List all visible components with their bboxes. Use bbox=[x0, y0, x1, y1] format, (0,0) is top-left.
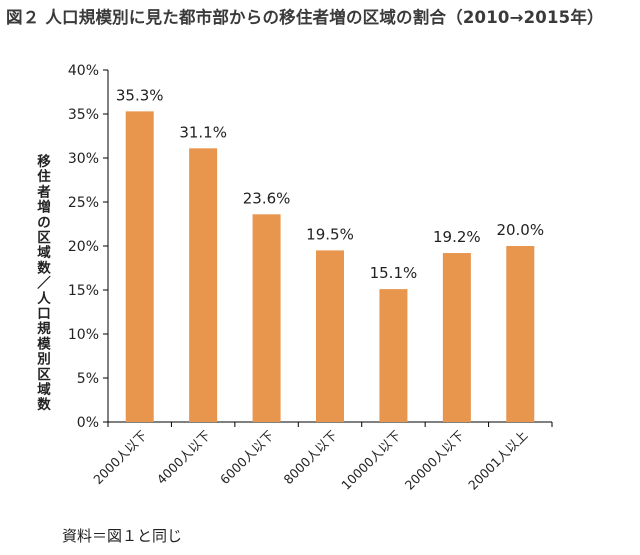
category-label: 10000人以下 bbox=[338, 428, 403, 493]
bar bbox=[379, 289, 408, 422]
y-tick-label: 5% bbox=[77, 371, 99, 387]
category-label: 2000人以下 bbox=[90, 428, 150, 488]
bar bbox=[189, 148, 218, 422]
bar bbox=[125, 111, 154, 423]
data-label: 20.0% bbox=[496, 221, 544, 239]
y-tick-label: 40% bbox=[68, 63, 99, 79]
y-tick-label: 0% bbox=[77, 415, 99, 431]
y-tick-label: 25% bbox=[68, 195, 99, 211]
bar bbox=[506, 246, 535, 422]
chart-title: 図２ 人口規模別に見た都市部からの移住者増の区域の割合（2010→2015年） bbox=[6, 8, 604, 27]
y-tick-label: 35% bbox=[68, 107, 99, 123]
y-tick-label: 15% bbox=[68, 283, 99, 299]
source-note: 資料＝図１と同じ bbox=[62, 527, 183, 545]
data-label: 19.5% bbox=[306, 225, 354, 243]
y-tick-label: 20% bbox=[68, 239, 99, 255]
category-label: 20000人以下 bbox=[402, 428, 467, 493]
bar bbox=[252, 214, 281, 422]
y-tick-label: 30% bbox=[68, 151, 99, 167]
data-label: 19.2% bbox=[433, 228, 481, 246]
category-label: 6000人以下 bbox=[217, 428, 277, 488]
category-label: 20001人以上 bbox=[465, 428, 530, 493]
y-tick-label: 10% bbox=[68, 327, 99, 343]
data-label: 23.6% bbox=[243, 189, 291, 207]
y-axis-label: 移住者増の区域数／人口規模別区域数 bbox=[37, 153, 51, 413]
bar bbox=[442, 253, 471, 422]
data-label: 35.3% bbox=[116, 86, 164, 104]
category-label: 8000人以下 bbox=[281, 428, 341, 488]
category-label: 4000人以下 bbox=[154, 428, 214, 488]
data-label: 15.1% bbox=[370, 264, 418, 282]
bar bbox=[316, 250, 344, 422]
data-label: 31.1% bbox=[179, 123, 227, 141]
